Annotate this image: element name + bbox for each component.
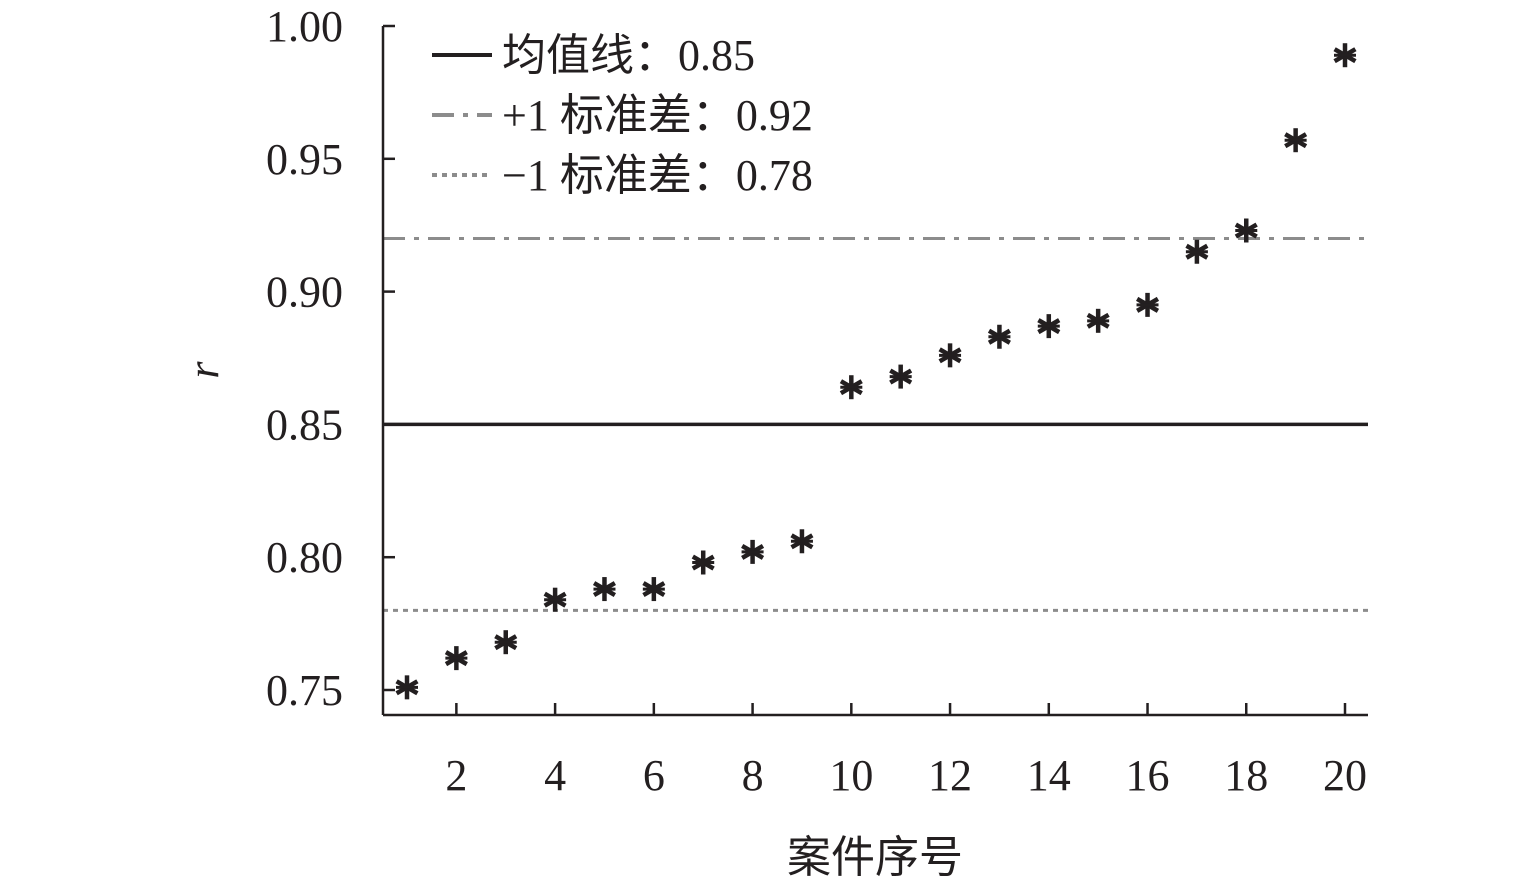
legend-label-3: −1 标准差：0.78 [502,151,813,200]
data-point [1185,239,1209,264]
y-axis-title: r [179,361,228,379]
data-point [741,539,765,564]
data-point [543,587,567,612]
data-point [1234,218,1258,243]
data-point [642,577,666,602]
x-tick-label: 8 [742,751,764,800]
data-point [691,550,715,575]
data-point [592,577,616,602]
data-point [938,343,962,368]
legend-label-1: 均值线：0.85 [502,31,755,80]
data-point [395,675,419,700]
data-point [790,529,814,554]
data-point [1136,292,1160,317]
x-tick-label: 4 [544,751,566,800]
x-tick-label: 18 [1224,751,1268,800]
legend-label-2: +1 标准差：0.92 [502,91,813,140]
x-tick-label: 20 [1323,751,1367,800]
data-points [395,43,1357,700]
x-tick-label: 12 [928,751,972,800]
x-tick-label: 6 [643,751,665,800]
y-tick-label: 0.90 [266,268,343,317]
x-tick-label: 16 [1126,751,1170,800]
axes [381,26,1368,717]
y-tick-label: 0.80 [266,533,343,582]
x-tick-label: 14 [1027,751,1071,800]
y-tick-label: 0.95 [266,135,343,184]
x-axis-title: 案件序号 [787,833,963,882]
y-tick-label: 0.85 [266,400,343,449]
data-point [444,646,468,671]
data-point [987,324,1011,349]
x-tick-label: 10 [829,751,873,800]
data-point [1333,43,1357,68]
legend: 均值线：0.85 +1 标准差：0.92 −1 标准差：0.78 [432,31,813,200]
x-tick-label: 2 [445,751,467,800]
y-ticks: 0.75 0.80 0.85 0.90 0.95 1.00 [266,2,395,715]
reference-lines [383,236,1368,612]
data-point [839,375,863,400]
data-point [494,630,518,655]
data-point [889,364,913,389]
y-tick-label: 1.00 [266,2,343,51]
data-point [1037,314,1061,339]
data-point [1086,308,1110,333]
data-point [1284,128,1308,153]
y-tick-label: 0.75 [266,666,343,715]
x-ticks: 2 4 6 8 10 12 14 16 18 20 [445,703,1367,800]
